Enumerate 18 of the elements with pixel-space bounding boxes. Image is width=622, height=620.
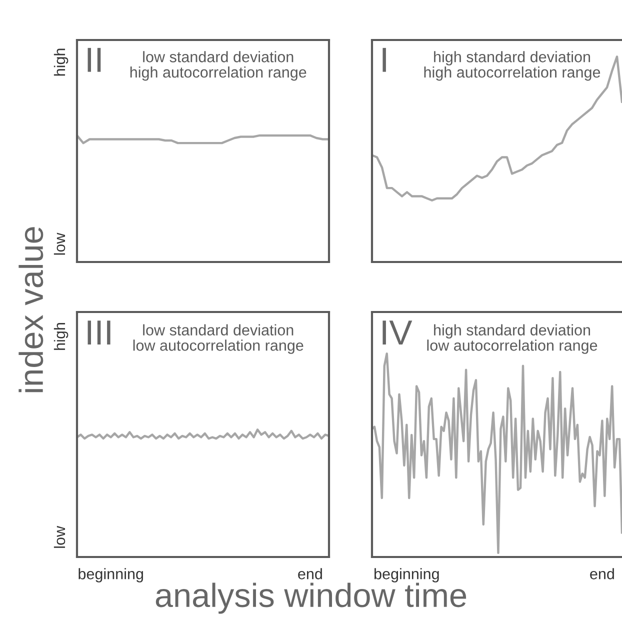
x-tick-label: end [590,568,614,580]
chart-title: IV [382,320,412,345]
text: low [54,526,66,548]
chart-subtitle: low standard deviation low autocorrelation range [133,324,304,354]
chart-title: I [382,48,386,72]
chart-subtitle: high standard deviation high autocorrelation range [424,51,600,81]
chart-title: III [88,320,110,345]
x-tick-label: beginning [78,568,143,582]
text: high [54,323,68,350]
text: high [54,48,68,76]
x-tick-label: end [298,568,322,580]
chart-subtitle: low standard deviation high autocorrelation range [130,51,306,81]
chart-subtitle: high standard deviation low autocorrelation range [427,324,598,354]
chart-title: II [88,48,101,72]
text: low [54,232,66,255]
x-axis-title: analysis window time [156,582,466,614]
x-tick-label: beginning [374,568,439,582]
y-axis-title: index value [18,227,44,392]
